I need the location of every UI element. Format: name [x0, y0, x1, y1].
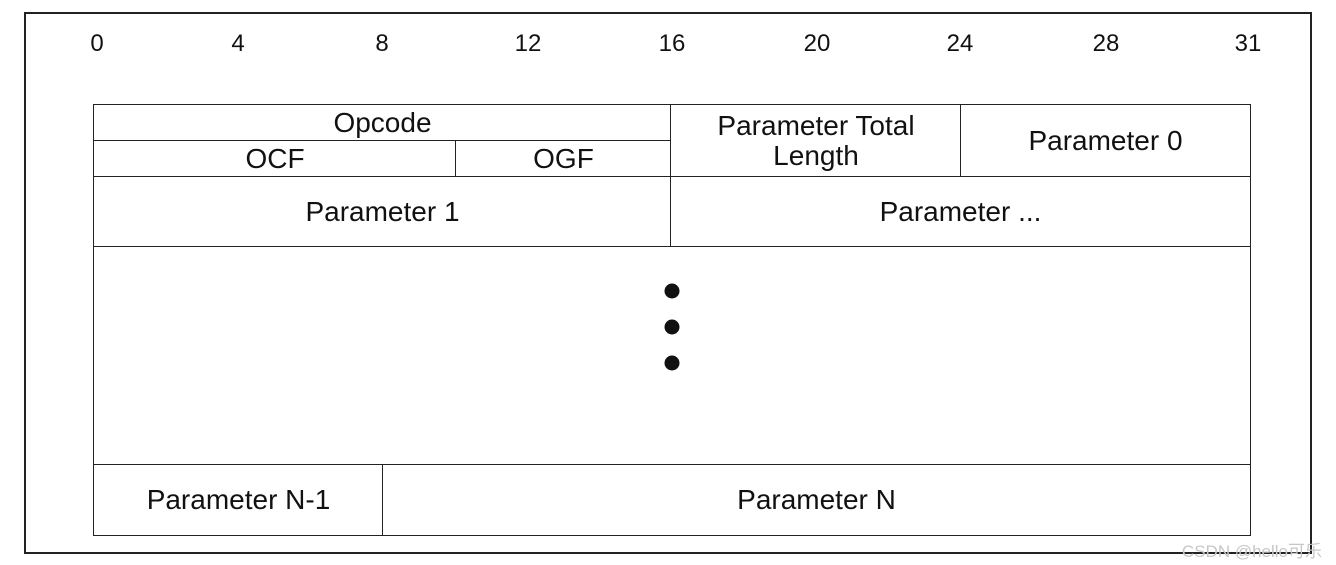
bit-label-20: 20	[803, 30, 831, 57]
bit-label-28: 28	[1092, 30, 1120, 57]
bit-label-8: 8	[375, 30, 389, 57]
opcode-field: Opcode	[93, 104, 672, 142]
parameter-n-label: Parameter N	[737, 484, 896, 515]
parameter-1-field: Parameter 1	[93, 176, 672, 248]
parameter-n-minus-1-field: Parameter N-1	[93, 464, 384, 536]
bit-label-4: 4	[231, 30, 245, 57]
ogf-label: OGF	[533, 143, 594, 174]
diagram-frame	[24, 12, 1312, 554]
continuation-dot-3	[664, 355, 680, 371]
ocf-label: OCF	[245, 143, 305, 174]
parameter-total-length-label-line-1: Parameter Total	[717, 110, 915, 141]
ocf-field: OCF	[93, 140, 457, 178]
watermark: CSDN @hello可乐	[1181, 542, 1322, 561]
parameter-n-field: Parameter N	[382, 464, 1251, 536]
bit-label-24: 24	[946, 30, 974, 57]
parameter-ellipsis-label: Parameter ...	[879, 196, 1042, 227]
bit-label-0: 0	[90, 30, 104, 57]
parameter-1-label: Parameter 1	[305, 196, 460, 227]
bit-label-16: 16	[658, 30, 686, 57]
ogf-field: OGF	[455, 140, 672, 178]
parameter-total-length-label-line-2: Length	[773, 140, 859, 171]
parameter-n-minus-1-label: Parameter N-1	[146, 484, 331, 515]
parameter-0-label: Parameter 0	[1028, 125, 1183, 156]
parameter-0-field: Parameter 0	[960, 104, 1251, 178]
opcode-label: Opcode	[333, 107, 432, 138]
parameter-ellipsis-field: Parameter ...	[670, 176, 1251, 248]
continuation-dot-1	[664, 283, 680, 299]
parameter-total-length-field: Parameter Total Length	[670, 104, 962, 178]
bit-label-31: 31	[1234, 30, 1262, 57]
bit-label-12: 12	[514, 30, 542, 57]
continuation-dot-2	[664, 319, 680, 335]
